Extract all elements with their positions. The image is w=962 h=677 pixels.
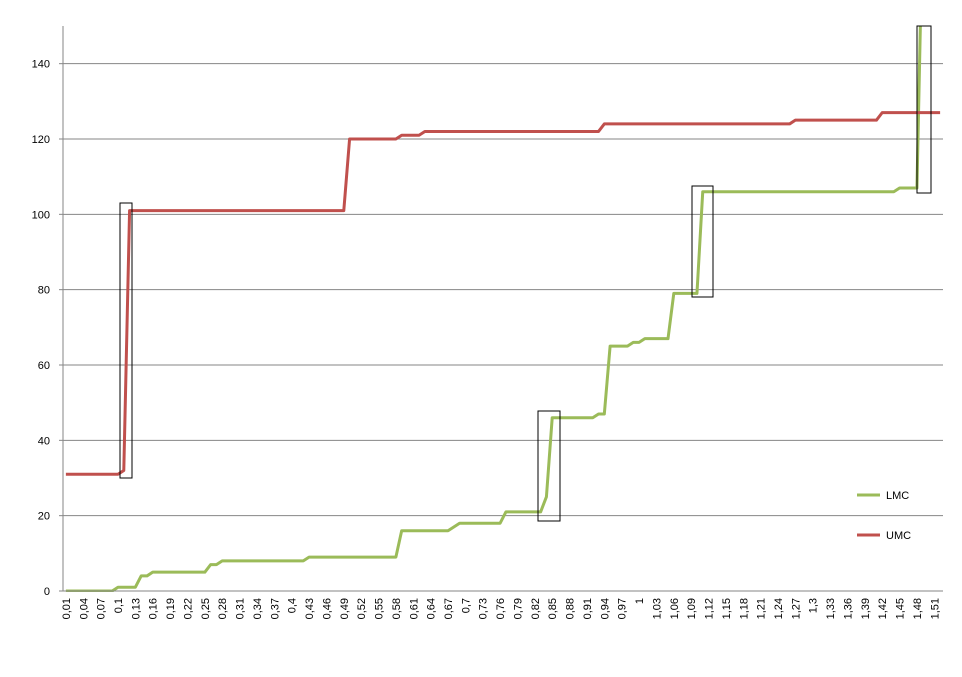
y-tick-label: 0 xyxy=(44,586,50,598)
y-tick-label: 60 xyxy=(38,360,50,372)
x-tick-label: 1,27 xyxy=(790,598,802,619)
highlight-box xyxy=(119,202,133,479)
x-tick-label: 0,07 xyxy=(96,598,108,619)
y-tick-label: 80 xyxy=(38,285,50,297)
x-tick-label: 0,31 xyxy=(235,598,247,619)
x-tick-label: 1 xyxy=(634,598,646,604)
legend-label: UMC xyxy=(886,530,911,542)
x-tick-label: 0,97 xyxy=(617,598,629,619)
x-tick-label: 1,06 xyxy=(669,598,681,619)
x-tick-label: 1,42 xyxy=(877,598,889,619)
y-tick-label: 40 xyxy=(38,435,50,447)
x-tick-label: 0,91 xyxy=(582,598,594,619)
series-line xyxy=(65,111,941,476)
x-tick-label: 0,25 xyxy=(200,598,212,619)
y-tick-label: 140 xyxy=(32,59,50,71)
x-tick-label: 1,15 xyxy=(721,598,733,619)
x-tick-label: 0,22 xyxy=(182,598,194,619)
y-tick-label: 120 xyxy=(32,134,50,146)
x-tick-label: 0,37 xyxy=(269,598,281,619)
x-tick-label: 0,76 xyxy=(495,598,507,619)
x-tick-label: 0,34 xyxy=(252,598,264,619)
x-tick-label: 1,51 xyxy=(929,598,941,619)
x-tick-label: 1,33 xyxy=(825,598,837,619)
series-line xyxy=(65,26,922,592)
x-tick-label: 0,43 xyxy=(304,598,316,619)
x-tick-label: 0,7 xyxy=(460,598,472,613)
x-tick-label: 0,1 xyxy=(113,598,125,613)
highlight-box xyxy=(537,410,561,522)
x-tick-label: 0,19 xyxy=(165,598,177,619)
x-tick-label: 0,61 xyxy=(408,598,420,619)
x-tick-label: 0,88 xyxy=(565,598,577,619)
x-tick-label: 0,16 xyxy=(148,598,160,619)
x-tick-label: 0,52 xyxy=(356,598,368,619)
x-tick-label: 1,24 xyxy=(773,598,785,619)
x-tick-label: 0,82 xyxy=(530,598,542,619)
axes: 0 20 40 60 80 100 120 140 0,01 0,04 0,07 0,1 0,13 0,1… xyxy=(32,26,943,619)
y-tick-label: 20 xyxy=(38,511,50,523)
x-tick-label: 0,49 xyxy=(339,598,351,619)
x-tick-label: 0,85 xyxy=(547,598,559,619)
x-tick-label: 1,39 xyxy=(860,598,872,619)
x-tick-label: 0,64 xyxy=(426,598,438,619)
x-tick-label: 0,94 xyxy=(599,598,611,619)
x-tick-label: 0,46 xyxy=(321,598,333,619)
x-tick-label: 1,45 xyxy=(895,598,907,619)
plot-area xyxy=(65,26,941,592)
x-tick-label: 0,13 xyxy=(130,598,142,619)
x-tick-label: 0,01 xyxy=(61,598,73,619)
y-tick-label: 100 xyxy=(32,209,50,221)
highlight-box xyxy=(916,25,932,194)
x-tick-label: 0,58 xyxy=(391,598,403,619)
x-tick-label: 1,21 xyxy=(756,598,768,619)
annotations xyxy=(119,25,932,522)
x-tick-label: 1,12 xyxy=(704,598,716,619)
x-tick-label: 0,79 xyxy=(512,598,524,619)
x-tick-label: 1,18 xyxy=(738,598,750,619)
x-tick-label: 1,36 xyxy=(842,598,854,619)
x-tick-label: 0,55 xyxy=(374,598,386,619)
highlight-box xyxy=(691,185,714,298)
x-tick-label: 0,67 xyxy=(443,598,455,619)
legend-label: LMC xyxy=(886,490,909,502)
x-tick-label: 0,04 xyxy=(78,598,90,619)
x-tick-label: 0,28 xyxy=(217,598,229,619)
x-tick-label: 1,09 xyxy=(686,598,698,619)
grid xyxy=(63,63,943,592)
x-tick-label: 1,03 xyxy=(651,598,663,619)
x-tick-label: 0,4 xyxy=(287,598,299,613)
legend: LMC UMC xyxy=(857,490,911,542)
x-tick-label: 1,3 xyxy=(808,598,820,613)
x-tick-label: 0,73 xyxy=(478,598,490,619)
x-tick-label: 1,48 xyxy=(912,598,924,619)
